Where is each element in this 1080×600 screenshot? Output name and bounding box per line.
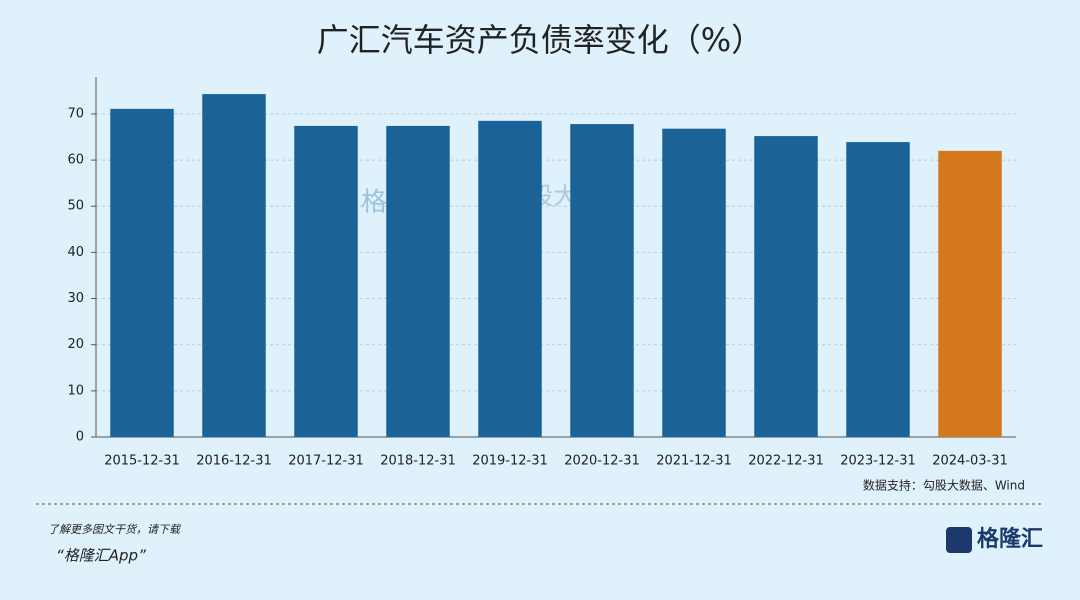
bar [386,125,450,437]
x-tick-label: 2015-12-31 [104,454,180,469]
footer-app: “格隆汇App” [56,547,146,565]
bar [202,94,266,438]
y-tick-label: 70 [67,106,84,121]
bar [662,128,726,437]
bar [938,150,1002,437]
footer-text: 了解更多图文干货，请下载 [48,523,182,536]
bar [754,136,818,438]
x-tick-label: 2017-12-31 [288,454,364,469]
y-tick-label: 10 [67,383,84,398]
plot: 0 10 20 30 40 50 60 70 2015-12-31 2016-12-31 2017-… [67,77,1016,469]
x-tick-label: 2018-12-31 [380,454,456,469]
logo-icon [946,527,972,553]
x-tick-label: 2022-12-31 [748,454,824,469]
x-tick-label: 2016-12-31 [196,454,272,469]
bar [478,120,542,437]
y-tick-label: 40 [67,245,84,260]
x-tick-label: 2019-12-31 [472,454,548,469]
bar [570,124,634,438]
bar [110,108,174,437]
x-tick-label: 2024-03-31 [932,454,1008,469]
bar [294,125,358,437]
logo-text: 格隆汇 [977,526,1043,552]
x-tick-label: 2021-12-31 [656,454,732,469]
bar [846,142,910,438]
y-tick-label: 20 [67,337,84,352]
y-tick-label: 0 [76,430,84,445]
y-tick-label: 30 [67,291,84,306]
y-tick-label: 60 [67,153,84,168]
x-tick-label: 2020-12-31 [564,454,640,469]
y-tick-label: 50 [67,199,84,214]
source-note: 数据支持：勾股大数据、Wind [863,478,1025,493]
x-tick-label: 2023-12-31 [840,454,916,469]
chart-title: 广汇汽车资产负债率变化（%） [317,21,763,59]
